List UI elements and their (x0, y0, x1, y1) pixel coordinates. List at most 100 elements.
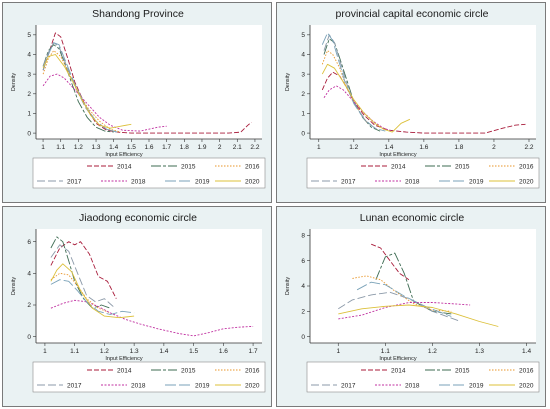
legend-label-2016: 2016 (519, 163, 534, 170)
x-axis-label: Input Efficiency (379, 356, 416, 362)
legend-label-2015: 2015 (455, 367, 470, 374)
y-tick-label: 2 (301, 309, 305, 316)
x-tick-label: 1.2 (428, 348, 437, 355)
y-axis-label: Density (285, 73, 291, 92)
legend-box (32, 157, 266, 189)
chart-svg: provincial capital economic circle 1 1.2 1.… (285, 8, 540, 189)
legend-box (306, 157, 540, 189)
y-axis-label: Density (285, 277, 291, 296)
y-axis-label: Density (11, 73, 17, 92)
legend-label-2015: 2015 (455, 163, 470, 170)
series-line-2020 (42, 54, 132, 129)
legend: 2014 2015 2016 2017 2018 2019 2020 (32, 361, 266, 393)
chart-svg: Shandong Province 1 1.1 1.2 1.3 1.4 1.5 1.6 1.7 1… (11, 8, 266, 189)
legend-label-2016: 2016 (245, 163, 260, 170)
legend: 2014 2015 2016 2017 2018 2019 2020 (306, 361, 540, 393)
series-line-2020 (338, 304, 499, 327)
legend-label-2018: 2018 (131, 382, 146, 389)
y-tick-label: 0 (27, 334, 31, 341)
y-tick-label: 3 (27, 71, 31, 78)
legend-box (306, 361, 540, 393)
y-tick-label: 6 (301, 258, 305, 265)
legend: 2014 2015 2016 2017 2018 2019 2020 (32, 157, 266, 189)
x-tick-label: 2 (492, 144, 496, 151)
y-tick-label: 4 (27, 271, 31, 278)
legend-label-2017: 2017 (341, 382, 356, 389)
series-line-2014 (321, 71, 526, 134)
plot-area (36, 229, 262, 343)
legend-label-2017: 2017 (67, 382, 82, 389)
x-tick-label: 1.6 (219, 348, 228, 355)
panel-lunan-circle: Lunan economic circle 1 1.1 1.2 1.3 1.4 0 2 4 6 8 I… (276, 206, 546, 407)
y-tick-label: 0 (27, 130, 31, 137)
y-tick-label: 4 (301, 52, 305, 59)
legend-label-2018: 2018 (131, 178, 146, 185)
y-tick-label: 2 (27, 91, 31, 98)
y-tick-label: 5 (27, 32, 31, 39)
legend-label-2020: 2020 (519, 178, 534, 185)
plot-area (310, 229, 536, 343)
y-tick-label: 6 (27, 239, 31, 246)
legend-label-2017: 2017 (341, 178, 356, 185)
plot-area (310, 25, 536, 139)
x-tick-label: 1.1 (70, 348, 79, 355)
legend-label-2020: 2020 (245, 382, 260, 389)
chart-title: Shandong Province (92, 8, 184, 20)
legend-label-2019: 2019 (195, 178, 210, 185)
y-tick-label: 4 (301, 283, 305, 290)
chart-title: provincial capital economic circle (336, 8, 489, 20)
series-line-2019 (321, 32, 386, 132)
x-tick-label: 1 (43, 348, 47, 355)
x-tick-label: 2.2 (250, 144, 259, 151)
x-tick-label: 1.3 (130, 348, 139, 355)
chart-title: Jiaodong economic circle (79, 212, 197, 224)
x-tick-label: 1.3 (92, 144, 101, 151)
panel-shandong-province: Shandong Province 1 1.1 1.2 1.3 1.4 1.5 1.6 1.7 1… (2, 2, 272, 203)
x-tick-label: 1.4 (109, 144, 118, 151)
y-tick-label: 1 (27, 111, 31, 118)
x-axis-label: Input Efficiency (105, 356, 142, 362)
x-tick-label: 2.2 (524, 144, 533, 151)
y-tick-label: 1 (301, 111, 305, 118)
x-tick-label: 1.8 (180, 144, 189, 151)
x-tick-label: 1.2 (349, 144, 358, 151)
y-tick-label: 5 (301, 32, 305, 39)
x-tick-label: 2.1 (233, 144, 242, 151)
x-tick-label: 1.9 (197, 144, 206, 151)
legend-label-2015: 2015 (181, 367, 196, 374)
x-tick-label: 1.8 (454, 144, 463, 151)
series-line-2019 (50, 279, 135, 315)
x-tick-label: 2 (218, 144, 222, 151)
legend: 2014 2015 2016 2017 2018 2019 2020 (306, 157, 540, 189)
x-tick-label: 1.5 (127, 144, 136, 151)
legend-label-2018: 2018 (405, 382, 420, 389)
legend-label-2016: 2016 (519, 367, 534, 374)
x-tick-label: 1.4 (522, 348, 531, 355)
x-tick-label: 1.6 (144, 144, 153, 151)
legend-label-2019: 2019 (469, 178, 484, 185)
x-tick-label: 1.7 (249, 348, 258, 355)
y-tick-label: 4 (27, 52, 31, 59)
x-tick-label: 1.2 (74, 144, 83, 151)
legend-label-2019: 2019 (195, 382, 210, 389)
chart-svg: Jiaodong economic circle 1 1.1 1.2 1.3 1.4 1.5… (11, 212, 266, 393)
legend-box (32, 361, 266, 393)
x-tick-label: 1.2 (100, 348, 109, 355)
series-line-2018 (42, 73, 167, 132)
x-tick-label: 1.4 (384, 144, 393, 151)
legend-label-2016: 2016 (245, 367, 260, 374)
series-line-2014 (42, 32, 252, 134)
legend-label-2020: 2020 (245, 178, 260, 185)
series-line-2017 (338, 291, 461, 322)
legend-label-2015: 2015 (181, 163, 196, 170)
panel-provincial-capital-circle: provincial capital economic circle 1 1.2 1.… (276, 2, 546, 203)
series-line-2017 (50, 244, 114, 307)
y-tick-label: 2 (27, 302, 31, 309)
legend-label-2014: 2014 (117, 367, 132, 374)
x-tick-label: 1 (41, 144, 45, 151)
x-tick-label: 1 (317, 144, 321, 151)
y-tick-label: 0 (301, 130, 305, 137)
legend-label-2014: 2014 (391, 163, 406, 170)
y-tick-label: 2 (301, 91, 305, 98)
plot-area (36, 25, 262, 139)
